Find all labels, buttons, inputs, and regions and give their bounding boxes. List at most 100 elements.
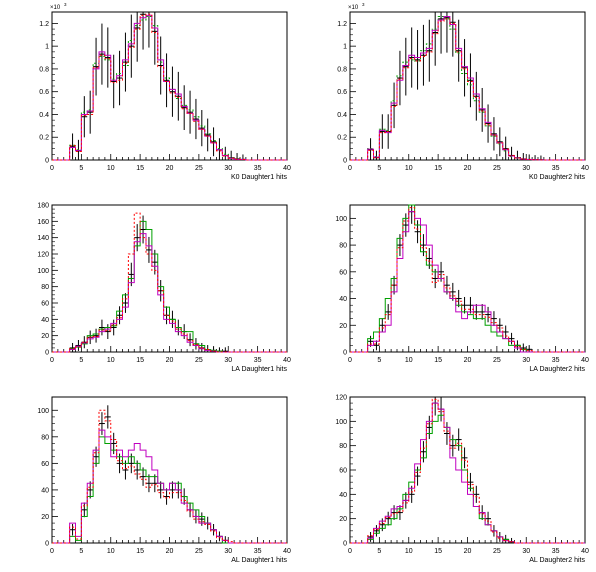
chart-panel-3: 0 5 10 15 20 25 30 35 40 0 20 40 60 80 100 120 140 160 180… xyxy=(37,203,291,374)
y-tick-label: 0 xyxy=(343,541,347,548)
y-tick-label: 0 xyxy=(45,158,49,165)
x-tick-label: 15 xyxy=(434,548,442,555)
series-4-step-line xyxy=(52,13,287,161)
y-tick-label: 100 xyxy=(335,419,347,426)
chart-panel-6: 0 5 10 15 20 25 30 35 40 0 20 40 60 80 100 120 AL Daught… xyxy=(335,395,589,565)
series-4-step-line xyxy=(350,207,585,353)
series-4-step-line xyxy=(52,212,287,353)
x-tick-label: 40 xyxy=(581,548,589,555)
plot-frame xyxy=(51,396,288,544)
y-tick-label: 100 xyxy=(37,268,49,275)
x-tick-label: 25 xyxy=(493,357,501,364)
series-3-step-line xyxy=(52,233,287,353)
plot-frame xyxy=(51,204,288,353)
x-tick-label: 35 xyxy=(254,357,262,364)
y-tick-label: 60 xyxy=(339,468,347,475)
chart-panel-5: 0 5 10 15 20 25 30 35 40 0 20 40 60 80 100 AL Daughter1… xyxy=(37,396,291,564)
y-tick-label: 40 xyxy=(41,487,49,494)
series-4-step-line xyxy=(52,409,287,544)
x-tick-label: 35 xyxy=(552,548,560,555)
x-tick-label: 0 xyxy=(348,357,352,364)
y-tick-label: 20 xyxy=(339,323,347,330)
x-tick-label: 40 xyxy=(581,165,589,172)
x-tick-label: 35 xyxy=(552,165,560,172)
x-tick-label: 40 xyxy=(283,165,291,172)
y-tick-label: 80 xyxy=(339,243,347,250)
x-tick-label: 25 xyxy=(493,165,501,172)
series-2-step-line xyxy=(350,16,585,161)
x-tick-label: 30 xyxy=(522,357,530,364)
x-tick-label: 10 xyxy=(107,165,115,172)
x-tick-label: 5 xyxy=(79,548,83,555)
x-tick-label: 20 xyxy=(464,548,472,555)
x-tick-label: 0 xyxy=(50,357,54,364)
x-tick-label: 10 xyxy=(405,548,413,555)
x-tick-label: 30 xyxy=(224,357,232,364)
series-4-step-line xyxy=(350,18,585,161)
x-tick-label: 10 xyxy=(405,357,413,364)
x-tick-label: 30 xyxy=(224,165,232,172)
x-tick-label: 5 xyxy=(79,165,83,172)
y-exponent-power: 3 xyxy=(64,2,67,7)
y-tick-label: 80 xyxy=(41,434,49,441)
series-2-step-line xyxy=(350,414,585,544)
x-tick-label: 0 xyxy=(348,165,352,172)
x-tick-label: 0 xyxy=(50,165,54,172)
x-tick-label: 5 xyxy=(79,357,83,364)
y-tick-label: 100 xyxy=(335,216,347,223)
x-tick-label: 25 xyxy=(195,357,203,364)
y-tick-label: 60 xyxy=(339,269,347,276)
x-tick-label: 30 xyxy=(224,548,232,555)
x-tick-label: 30 xyxy=(522,548,530,555)
y-tick-label: 0 xyxy=(45,350,49,357)
x-tick-label: 15 xyxy=(136,357,144,364)
y-tick-label: 0.4 xyxy=(39,112,49,119)
y-tick-label: 180 xyxy=(37,203,49,210)
y-tick-label: 1.2 xyxy=(39,21,49,28)
x-tick-label: 30 xyxy=(522,165,530,172)
y-tick-label: 40 xyxy=(339,492,347,499)
series-3-step-line xyxy=(52,14,287,161)
plot-frame xyxy=(349,11,586,161)
y-tick-label: 160 xyxy=(37,219,49,226)
x-tick-label: 20 xyxy=(166,357,174,364)
x-tick-label: 15 xyxy=(434,357,442,364)
y-tick-label: 60 xyxy=(41,301,49,308)
x-axis-title: AL Daughter2 hits xyxy=(529,557,585,564)
x-axis-title: LA Daughter2 hits xyxy=(529,366,585,373)
y-tick-label: 0 xyxy=(343,350,347,357)
x-tick-label: 15 xyxy=(434,165,442,172)
x-tick-label: 0 xyxy=(50,548,54,555)
y-tick-label: 20 xyxy=(339,516,347,523)
x-tick-label: 5 xyxy=(377,357,381,364)
x-tick-label: 20 xyxy=(166,548,174,555)
y-exponent-power: 3 xyxy=(362,2,365,7)
x-tick-label: 5 xyxy=(377,548,381,555)
x-tick-label: 0 xyxy=(348,548,352,555)
y-tick-label: 60 xyxy=(41,461,49,468)
y-tick-label: 0.6 xyxy=(39,89,49,96)
y-tick-label: 120 xyxy=(37,252,49,259)
x-tick-label: 40 xyxy=(283,357,291,364)
series-3-step-line xyxy=(350,16,585,161)
y-tick-label: 140 xyxy=(37,235,49,242)
y-exponent-label: ×10 xyxy=(348,5,359,11)
x-tick-label: 40 xyxy=(283,548,291,555)
series-2-step-line xyxy=(52,220,287,353)
x-axis-title: K0 Daughter1 hits xyxy=(231,174,288,181)
x-tick-label: 10 xyxy=(107,548,115,555)
y-tick-label: 0.6 xyxy=(337,89,347,96)
y-tick-label: 40 xyxy=(339,296,347,303)
y-tick-label: 0.4 xyxy=(337,112,347,119)
x-axis-title: LA Daughter1 hits xyxy=(231,366,287,373)
y-tick-label: 0.2 xyxy=(39,135,49,142)
y-tick-label: 80 xyxy=(41,284,49,291)
x-tick-label: 10 xyxy=(405,165,413,172)
y-tick-label: 1 xyxy=(343,44,347,51)
y-tick-label: 1 xyxy=(45,44,49,51)
x-tick-label: 15 xyxy=(136,165,144,172)
y-tick-label: 0 xyxy=(343,158,347,165)
y-tick-label: 100 xyxy=(37,408,49,415)
x-axis-title: AL Daughter1 hits xyxy=(231,557,287,564)
